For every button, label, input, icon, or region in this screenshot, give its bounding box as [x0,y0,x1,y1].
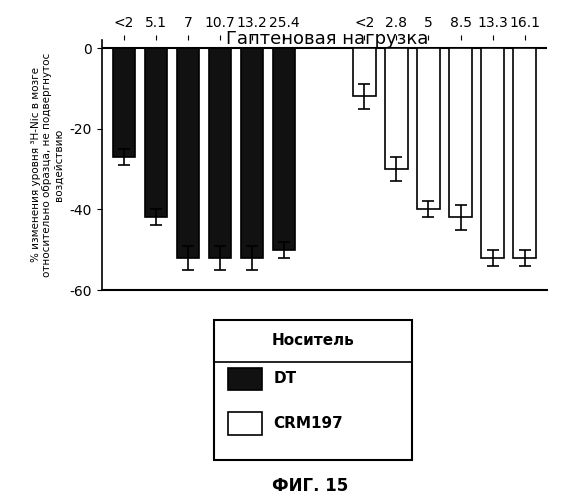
Text: ФИГ. 15: ФИГ. 15 [272,477,349,495]
Bar [353,48,376,96]
Bar [273,48,296,250]
Text: DT: DT [274,372,297,386]
Bar [481,48,504,258]
Bar [113,48,135,157]
Bar [209,48,231,258]
Bar [385,48,408,169]
Bar [228,368,262,390]
Y-axis label: % изменения уровня ³H-Nic в мозге
относительно образца, не подвергнутос
воздейст: % изменения уровня ³H-Nic в мозге относи… [30,53,64,277]
Bar [513,48,536,258]
Text: CRM197: CRM197 [274,416,343,431]
Bar [450,48,472,217]
Bar [177,48,199,258]
Text: Носитель: Носитель [272,333,354,348]
Bar [241,48,263,258]
Bar [145,48,168,217]
Bar [228,412,262,435]
Text: Гаптеновая нагрузка: Гаптеновая нагрузка [226,30,428,48]
Bar [417,48,440,209]
